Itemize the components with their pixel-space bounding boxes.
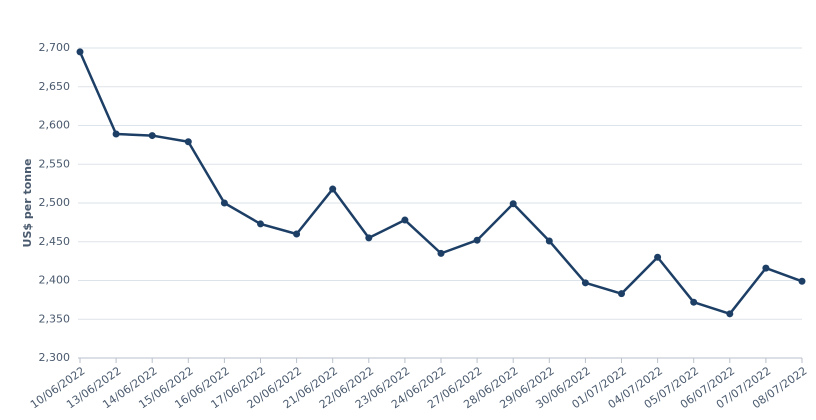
point xyxy=(112,130,120,138)
point xyxy=(76,48,84,56)
point xyxy=(545,237,553,245)
point xyxy=(257,220,264,228)
point xyxy=(401,216,409,224)
point xyxy=(184,138,192,146)
y-tick-label: 2,450 xyxy=(39,235,71,248)
y-axis-label: US$ per tonne xyxy=(21,159,34,248)
point xyxy=(148,132,156,140)
point xyxy=(726,310,734,318)
point xyxy=(365,234,373,242)
point xyxy=(654,253,662,261)
point xyxy=(762,264,770,272)
y-tick-label: 2,700 xyxy=(39,41,71,54)
y-tick-label: 2,600 xyxy=(39,119,71,132)
y-tick-label: 2,550 xyxy=(39,157,71,170)
point xyxy=(473,236,481,244)
y-tick-label: 2,650 xyxy=(39,80,71,93)
y-tick-label: 2,400 xyxy=(39,274,71,287)
point xyxy=(798,277,806,285)
point xyxy=(437,249,445,257)
point xyxy=(618,290,625,298)
line xyxy=(78,51,803,316)
point xyxy=(581,279,589,287)
y-tick-label: 2,350 xyxy=(39,312,71,325)
point xyxy=(293,230,301,238)
point xyxy=(329,185,337,193)
point xyxy=(690,298,698,306)
point xyxy=(220,199,228,207)
y-tick-label: 2,300 xyxy=(39,351,71,364)
point xyxy=(509,200,517,208)
y-tick-label: 2,500 xyxy=(39,196,71,209)
